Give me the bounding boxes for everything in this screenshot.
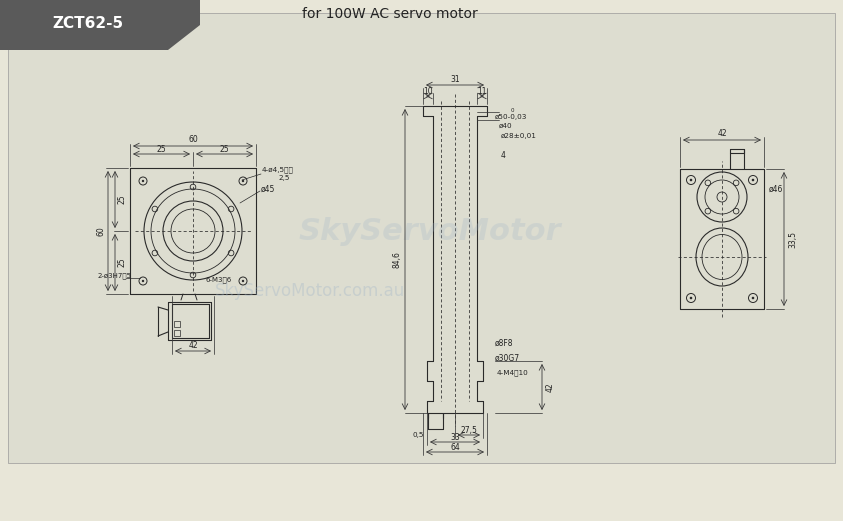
Text: ø46: ø46 (769, 184, 783, 193)
Text: ø40: ø40 (499, 123, 513, 129)
Text: 33: 33 (450, 432, 460, 441)
Text: for 100W AC servo motor: for 100W AC servo motor (302, 7, 478, 21)
Text: 60: 60 (96, 226, 105, 236)
Text: 27,5: 27,5 (460, 426, 477, 435)
Text: 42: 42 (717, 130, 727, 139)
Text: 0: 0 (511, 107, 514, 113)
Circle shape (242, 280, 244, 282)
Text: SkyServoMotor.com.au: SkyServoMotor.com.au (215, 282, 405, 300)
Text: SkyServoMotor: SkyServoMotor (298, 217, 561, 245)
Text: ø8F8: ø8F8 (495, 339, 513, 348)
Text: 25: 25 (117, 195, 126, 204)
Text: 4-M4深10: 4-M4深10 (497, 370, 529, 376)
Text: 42: 42 (545, 382, 555, 392)
Circle shape (752, 179, 754, 181)
Circle shape (752, 296, 754, 299)
Text: 25: 25 (220, 145, 229, 155)
Text: 64: 64 (450, 442, 460, 452)
Text: 0,5: 0,5 (412, 432, 424, 438)
Bar (174, 330, 180, 336)
Text: ø45: ø45 (261, 184, 276, 193)
Text: 31: 31 (450, 76, 459, 84)
Text: 33,5: 33,5 (788, 230, 797, 247)
Text: 6-M3深6: 6-M3深6 (205, 277, 231, 283)
Circle shape (242, 180, 244, 182)
Text: 2,5: 2,5 (278, 175, 289, 181)
Text: 4-ø4,5通孔: 4-ø4,5通孔 (262, 167, 294, 173)
Bar (174, 321, 180, 327)
Circle shape (690, 179, 692, 181)
Text: 84,6: 84,6 (393, 251, 401, 268)
Text: ø50-0,03: ø50-0,03 (495, 114, 528, 120)
Text: ZCT62-5: ZCT62-5 (52, 16, 124, 31)
Bar (8, 13, 835, 463)
Text: ø28±0,01: ø28±0,01 (501, 133, 537, 139)
Text: 11: 11 (477, 88, 486, 96)
Text: 25: 25 (157, 145, 166, 155)
Text: 42: 42 (188, 341, 198, 351)
Polygon shape (0, 0, 200, 50)
Circle shape (142, 280, 144, 282)
Text: 4: 4 (501, 152, 506, 160)
Text: 25: 25 (117, 258, 126, 267)
Circle shape (690, 296, 692, 299)
Text: 60: 60 (188, 135, 198, 144)
Text: ø30G7: ø30G7 (495, 354, 520, 363)
Text: 10: 10 (423, 88, 432, 96)
Text: 2-ø3H7深5: 2-ø3H7深5 (98, 272, 132, 279)
Circle shape (142, 180, 144, 182)
